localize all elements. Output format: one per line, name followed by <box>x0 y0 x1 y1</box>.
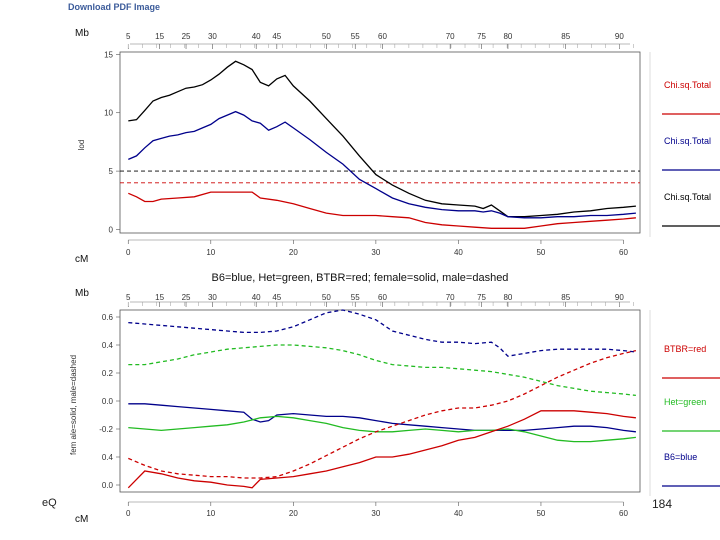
mb-tick-label: 60 <box>378 32 387 41</box>
mb-tick-label: 5 <box>126 293 131 302</box>
y-tick-label: 5 <box>109 167 114 176</box>
legend-label: B6=blue <box>664 452 697 462</box>
y-tick-label: 10 <box>104 109 113 118</box>
mb-tick-label: 70 <box>446 293 455 302</box>
page-number: 184 <box>652 497 673 511</box>
x-tick-label: 50 <box>536 509 545 518</box>
mb-tick-label: 55 <box>351 32 360 41</box>
mb-tick-label: 85 <box>561 32 570 41</box>
series-line <box>128 415 636 443</box>
plot-frame <box>119 51 641 234</box>
x-tick-label: 20 <box>289 248 298 257</box>
series-line <box>127 410 636 489</box>
mb-tick-label: 90 <box>615 293 624 302</box>
mb-tick-label: 90 <box>615 32 624 41</box>
mb-tick-label: 15 <box>155 32 164 41</box>
y-tick-label: 0.2 <box>102 369 114 378</box>
series-line <box>128 60 636 218</box>
x-tick-label: 0 <box>126 509 131 518</box>
mb-tick-label: 40 <box>252 293 261 302</box>
mb-tick-label: 25 <box>182 293 191 302</box>
mb-tick-label: 75 <box>477 293 486 302</box>
cm-axis-label: cM <box>75 514 88 525</box>
mb-tick-label: 75 <box>477 32 486 41</box>
legend-label: BTBR=red <box>664 344 706 354</box>
mb-tick-label: 60 <box>378 293 387 302</box>
legend-label: Chi.sq.Total <box>664 192 711 202</box>
y-tick-label: 0.0 <box>102 397 114 406</box>
mb-tick-label: 50 <box>322 293 331 302</box>
y-tick-label: 0 <box>109 225 114 234</box>
mb-tick-label: 50 <box>322 32 331 41</box>
mb-tick-label: 70 <box>446 32 455 41</box>
x-tick-label: 50 <box>536 248 545 257</box>
series-line <box>128 403 636 433</box>
x-tick-label: 30 <box>371 509 380 518</box>
y-tick-label: 0.6 <box>102 313 114 322</box>
download-pdf-link[interactable]: Download PDF Image <box>68 2 161 12</box>
mb-tick-label: 85 <box>561 293 570 302</box>
effects-chart-panel: Mb 5 15 25 30 40 45 50 55 60 70 75 80 85 90 0.0 0.4 -0.2 0… <box>69 288 720 525</box>
y-tick-label: -0.2 <box>99 425 113 434</box>
y-tick-label: 0.4 <box>102 453 114 462</box>
plot-frame <box>119 309 641 493</box>
cm-axis-label: cM <box>75 254 88 265</box>
series-line <box>128 309 636 357</box>
series-line <box>128 110 636 219</box>
x-tick-label: 0 <box>126 248 131 257</box>
y-tick-label: 15 <box>104 50 113 59</box>
mb-tick-label: 5 <box>126 32 131 41</box>
effects-chart-title: B6=blue, Het=green, BTBR=red; female=sol… <box>211 272 509 284</box>
x-tick-label: 60 <box>619 248 628 257</box>
mb-tick-label: 25 <box>182 32 191 41</box>
mb-tick-label: 45 <box>272 293 281 302</box>
mb-axis-label: Mb <box>75 28 89 39</box>
slide-id-label: eQ <box>42 497 57 509</box>
mb-tick-label: 15 <box>155 293 164 302</box>
x-tick-label: 40 <box>454 509 463 518</box>
legend-label: Chi.sq.Total <box>664 136 711 146</box>
legend-label: Het=green <box>664 397 706 407</box>
mb-tick-label: 55 <box>351 293 360 302</box>
series-line <box>128 344 636 397</box>
x-tick-label: 10 <box>206 248 215 257</box>
x-tick-label: 40 <box>454 248 463 257</box>
mb-tick-label: 30 <box>208 293 217 302</box>
y-axis-title: lod <box>77 140 86 151</box>
mb-tick-label: 80 <box>503 32 512 41</box>
x-tick-label: 20 <box>289 509 298 518</box>
lod-chart-panel: Mb 5 15 25 30 40 45 50 55 60 70 75 80 85 90 0 5 10 15 lod 0 1… <box>75 28 720 265</box>
mb-tick-label: 45 <box>272 32 281 41</box>
x-tick-label: 10 <box>206 509 215 518</box>
mb-tick-label: 80 <box>503 293 512 302</box>
mb-axis-label: Mb <box>75 288 89 299</box>
legend-label: Chi.sq.Total <box>664 80 711 90</box>
y-tick-label: 0.0 <box>102 481 114 490</box>
x-tick-label: 60 <box>619 509 628 518</box>
series-line <box>128 349 637 479</box>
y-axis-title: fem ale=solid, male=dashed <box>69 355 78 455</box>
mb-tick-label: 40 <box>252 32 261 41</box>
y-tick-label: 0.4 <box>102 341 114 350</box>
x-tick-label: 30 <box>371 248 380 257</box>
mb-tick-label: 30 <box>208 32 217 41</box>
series-line <box>128 191 636 229</box>
